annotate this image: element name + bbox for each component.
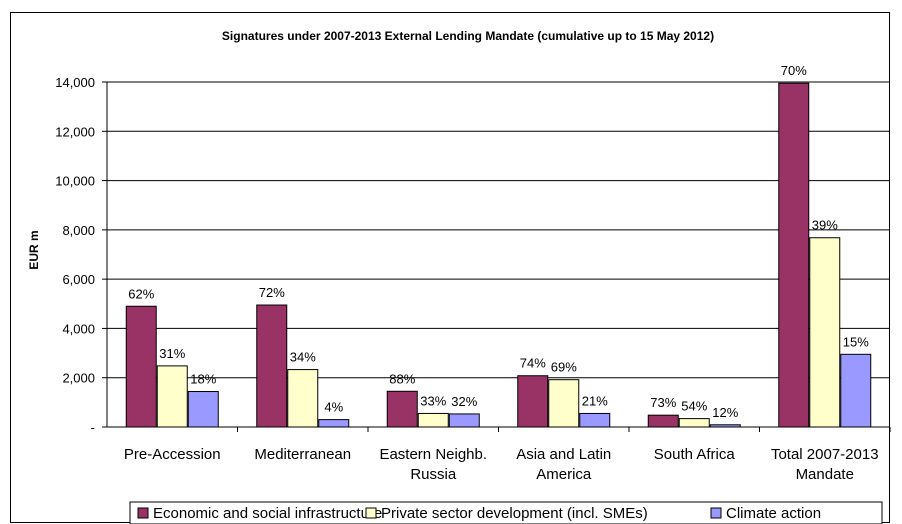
data-label: 69% <box>551 360 577 375</box>
y-axis-label: EUR m <box>27 230 41 269</box>
legend: Economic and social infrastructurePrivat… <box>129 501 883 524</box>
bars <box>125 82 872 428</box>
category-label: America <box>536 466 592 483</box>
legend-swatch <box>365 507 377 519</box>
bar <box>448 413 480 428</box>
bar <box>187 391 219 428</box>
category-label: South Africa <box>654 446 736 463</box>
y-tick-label: 8,000 <box>62 223 95 238</box>
y-tick-label: 6,000 <box>62 272 95 287</box>
category-label: Asia and Latin <box>516 446 611 463</box>
data-label: 74% <box>520 356 546 371</box>
data-label: 70% <box>781 63 807 78</box>
data-label: 15% <box>843 334 869 349</box>
legend-swatch <box>710 507 722 519</box>
category-label: Pre-Accession <box>124 446 221 463</box>
bar <box>778 82 810 428</box>
bar <box>579 412 611 428</box>
data-label: 39% <box>812 218 838 233</box>
data-label: 62% <box>128 286 154 301</box>
data-label: 4% <box>324 400 343 415</box>
legend-label: Economic and social infrastructure <box>153 505 382 522</box>
bar <box>417 412 449 428</box>
bar <box>647 414 679 428</box>
bar <box>318 419 350 428</box>
category-label: Eastern Neighb. <box>379 446 487 463</box>
bar <box>809 237 841 428</box>
bar <box>256 304 288 428</box>
data-label: 12% <box>712 405 738 420</box>
bar <box>678 418 710 428</box>
data-label: 31% <box>159 346 185 361</box>
category-labels: Pre-Accession Mediterranean Eastern Neighb… <box>124 446 879 483</box>
bar <box>517 375 549 428</box>
data-label: 72% <box>259 285 285 300</box>
chart-title: Signatures under 2007-2013 External Lend… <box>222 29 714 43</box>
y-tick-label: 12,000 <box>55 124 95 139</box>
data-label: 88% <box>389 371 415 386</box>
legend-box <box>129 501 883 524</box>
chart-frame <box>10 12 890 523</box>
data-label: 54% <box>681 399 707 414</box>
y-tick-label: 10,000 <box>55 174 95 189</box>
bar <box>156 365 188 428</box>
category-label: Mandate <box>796 466 854 483</box>
legend-swatch <box>137 507 149 519</box>
data-label: 21% <box>582 393 608 408</box>
bar <box>386 390 418 428</box>
y-tick-label: 2,000 <box>62 371 95 386</box>
y-tick-label: 14,000 <box>55 75 95 90</box>
data-labels: 62% 31% 18% 72% 34% 4% 88% 33% 32% 74% 69% 21% 73% 54… <box>128 63 869 420</box>
data-label: 32% <box>451 394 477 409</box>
data-label: 73% <box>650 395 676 410</box>
data-label: 18% <box>190 372 216 387</box>
bar <box>125 305 157 428</box>
bar <box>287 369 319 428</box>
data-label: 33% <box>420 393 446 408</box>
y-tick-label: - <box>91 420 95 435</box>
category-label: Russia <box>410 466 457 483</box>
y-ticks: - 2,000 4,000 6,000 8,000 10,000 12,000 14,000 <box>55 75 107 435</box>
legend-label: Private sector development (incl. SMEs) <box>381 505 648 522</box>
bar <box>548 379 580 428</box>
gridlines <box>107 81 890 379</box>
y-tick-label: 4,000 <box>62 321 95 336</box>
legend-label: Climate action <box>726 505 821 522</box>
category-label: Total 2007-2013 <box>771 446 879 463</box>
data-label: 34% <box>290 350 316 365</box>
category-label: Mediterranean <box>254 446 351 463</box>
axes <box>106 82 891 432</box>
bar <box>840 353 872 428</box>
